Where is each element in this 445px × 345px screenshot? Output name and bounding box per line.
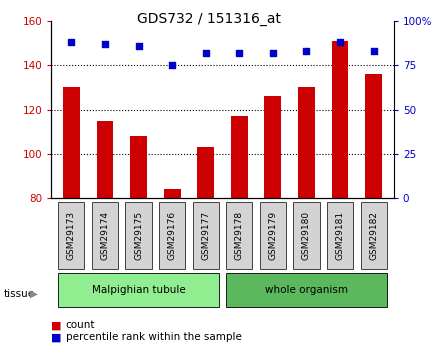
Bar — [365, 74, 382, 345]
Point — [269, 50, 276, 56]
Text: ■: ■ — [51, 333, 62, 342]
Point — [202, 50, 209, 56]
FancyBboxPatch shape — [125, 201, 152, 269]
FancyBboxPatch shape — [293, 201, 320, 269]
Text: count: count — [66, 321, 95, 330]
Bar — [130, 136, 147, 345]
FancyBboxPatch shape — [226, 273, 387, 307]
Bar — [332, 41, 348, 345]
Bar — [298, 87, 315, 345]
Bar — [97, 121, 113, 345]
Point — [336, 39, 344, 45]
Bar — [231, 116, 248, 345]
Bar — [264, 96, 281, 345]
Bar — [63, 87, 80, 345]
FancyBboxPatch shape — [360, 201, 387, 269]
FancyBboxPatch shape — [92, 201, 118, 269]
Text: tissue: tissue — [4, 289, 35, 299]
Point — [68, 39, 75, 45]
Text: GSM29175: GSM29175 — [134, 211, 143, 260]
FancyBboxPatch shape — [58, 273, 219, 307]
Text: GSM29176: GSM29176 — [168, 211, 177, 260]
Point — [169, 62, 176, 68]
Text: GSM29173: GSM29173 — [67, 211, 76, 260]
FancyBboxPatch shape — [193, 201, 219, 269]
Text: GDS732 / 151316_at: GDS732 / 151316_at — [137, 12, 281, 26]
FancyBboxPatch shape — [58, 201, 85, 269]
Text: ▶: ▶ — [30, 289, 38, 299]
Text: GSM29182: GSM29182 — [369, 211, 378, 260]
Point — [303, 48, 310, 54]
Point — [135, 43, 142, 48]
FancyBboxPatch shape — [327, 201, 353, 269]
Text: GSM29180: GSM29180 — [302, 211, 311, 260]
Text: GSM29177: GSM29177 — [201, 211, 210, 260]
Text: GSM29179: GSM29179 — [268, 211, 277, 260]
Text: GSM29174: GSM29174 — [101, 211, 109, 260]
Point — [101, 41, 109, 47]
Text: Malpighian tubule: Malpighian tubule — [92, 285, 186, 295]
Text: GSM29181: GSM29181 — [336, 211, 344, 260]
FancyBboxPatch shape — [260, 201, 286, 269]
FancyBboxPatch shape — [226, 201, 252, 269]
Text: whole organism: whole organism — [265, 285, 348, 295]
Point — [370, 48, 377, 54]
Text: GSM29178: GSM29178 — [235, 211, 244, 260]
Text: ■: ■ — [51, 321, 62, 330]
Text: percentile rank within the sample: percentile rank within the sample — [66, 333, 242, 342]
FancyBboxPatch shape — [159, 201, 185, 269]
Bar — [197, 147, 214, 345]
Point — [236, 50, 243, 56]
Bar — [164, 189, 181, 345]
